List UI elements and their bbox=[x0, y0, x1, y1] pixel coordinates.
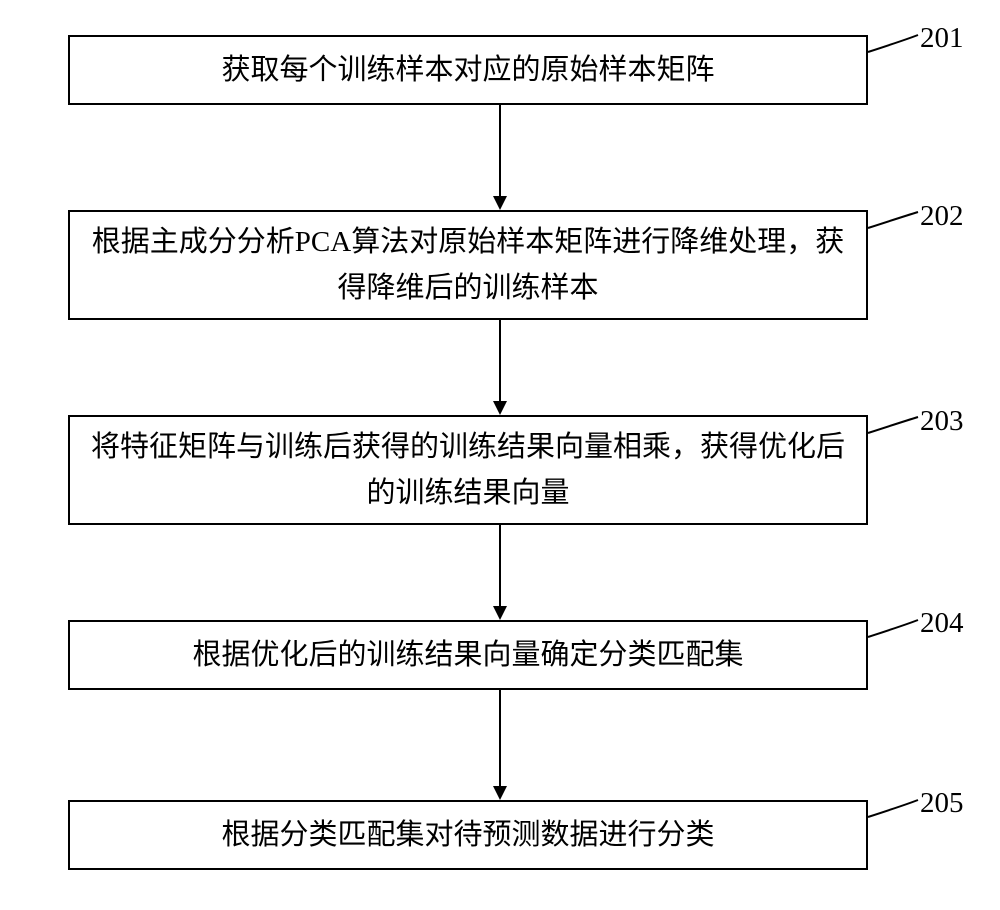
flow-step-4: 根据优化后的训练结果向量确定分类匹配集 bbox=[68, 620, 868, 690]
flow-step-5: 根据分类匹配集对待预测数据进行分类 bbox=[68, 800, 868, 870]
flow-step-5-text: 根据分类匹配集对待预测数据进行分类 bbox=[221, 812, 714, 858]
flow-step-4-text: 根据优化后的训练结果向量确定分类匹配集 bbox=[192, 632, 743, 678]
flow-step-3-text: 将特征矩阵与训练后获得的训练结果向量相乘，获得优化后的训练结果向量 bbox=[90, 424, 846, 517]
flow-step-1: 获取每个训练样本对应的原始样本矩阵 bbox=[68, 35, 868, 105]
flowchart-canvas: 获取每个训练样本对应的原始样本矩阵 201 根据主成分分析PCA算法对原始样本矩… bbox=[0, 0, 1000, 910]
flow-step-2: 根据主成分分析PCA算法对原始样本矩阵进行降维处理，获得降维后的训练样本 bbox=[68, 210, 868, 320]
flow-step-3: 将特征矩阵与训练后获得的训练结果向量相乘，获得优化后的训练结果向量 bbox=[68, 415, 868, 525]
arrow-3-4 bbox=[485, 525, 515, 620]
label-201: 201 bbox=[920, 22, 964, 54]
arrow-1-2 bbox=[485, 105, 515, 210]
flow-step-5-label: 205 bbox=[920, 787, 964, 820]
arrow-2-3 bbox=[485, 320, 515, 415]
flow-step-3-label: 203 bbox=[920, 405, 964, 438]
label-205: 205 bbox=[920, 787, 964, 819]
flow-step-2-text: 根据主成分分析PCA算法对原始样本矩阵进行降维处理，获得降维后的训练样本 bbox=[90, 219, 846, 312]
flow-step-1-label: 201 bbox=[920, 22, 964, 55]
label-204: 204 bbox=[920, 607, 964, 639]
label-202: 202 bbox=[920, 200, 964, 232]
flow-step-2-label: 202 bbox=[920, 200, 964, 233]
label-203: 203 bbox=[920, 405, 964, 437]
arrow-4-5 bbox=[485, 690, 515, 800]
flow-step-1-text: 获取每个训练样本对应的原始样本矩阵 bbox=[221, 47, 714, 93]
flow-step-4-label: 204 bbox=[920, 607, 964, 640]
